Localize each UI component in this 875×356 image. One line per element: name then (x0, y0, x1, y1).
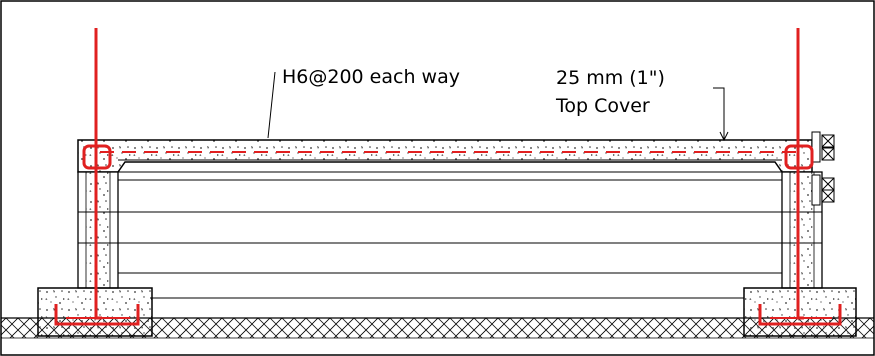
rebar-reinforcement (54, 28, 842, 326)
cover-note-leader (713, 87, 725, 140)
ground-hatching (1, 317, 874, 339)
leader-lines (267, 71, 729, 142)
left-wall (77, 171, 119, 289)
top-slab (77, 139, 813, 173)
rebar-note-leader (267, 71, 276, 139)
rebar-note-label: H6@200 each way (282, 66, 460, 88)
right-footing (743, 287, 857, 337)
right-footing-bar (758, 304, 842, 326)
cover-note-line1: 25 mm (1") (556, 67, 665, 89)
left-beam-stirrup (82, 144, 112, 170)
interior-layer-lines (118, 159, 782, 299)
cover-note-arrow (719, 131, 729, 142)
right-beam-stirrup (784, 144, 814, 170)
cover-note-line2: Top Cover (555, 95, 650, 117)
left-footing-bar (54, 304, 140, 326)
right-side-fixings (811, 131, 835, 206)
right-wall (781, 171, 823, 289)
